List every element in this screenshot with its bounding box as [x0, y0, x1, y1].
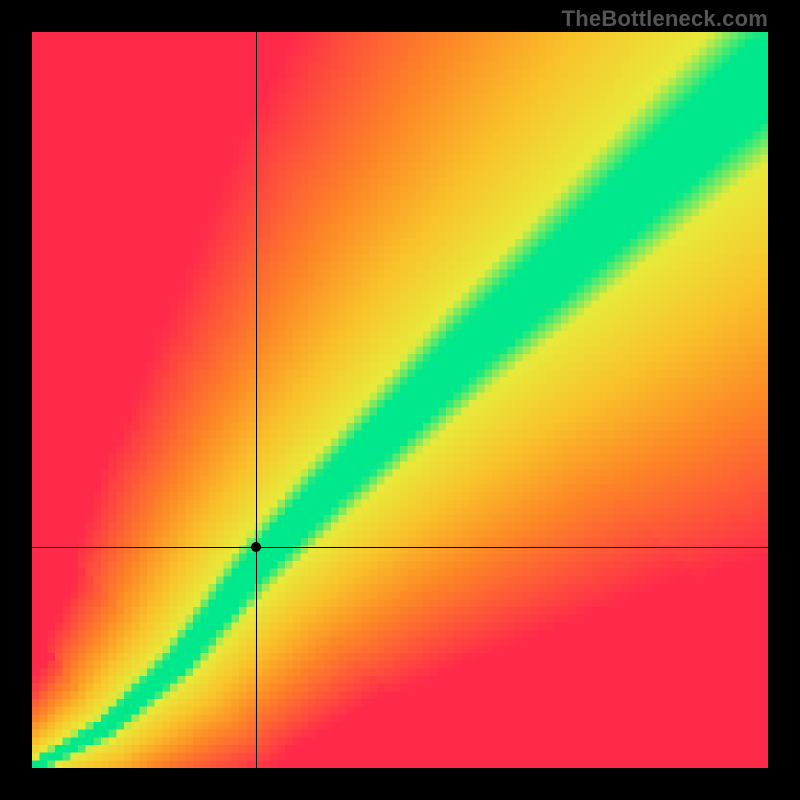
- heatmap-plot: [32, 32, 768, 768]
- watermark-text: TheBottleneck.com: [562, 6, 768, 32]
- crosshair-vertical: [256, 32, 257, 768]
- crosshair-point: [251, 542, 261, 552]
- heatmap-canvas: [32, 32, 768, 768]
- crosshair-horizontal: [32, 547, 768, 548]
